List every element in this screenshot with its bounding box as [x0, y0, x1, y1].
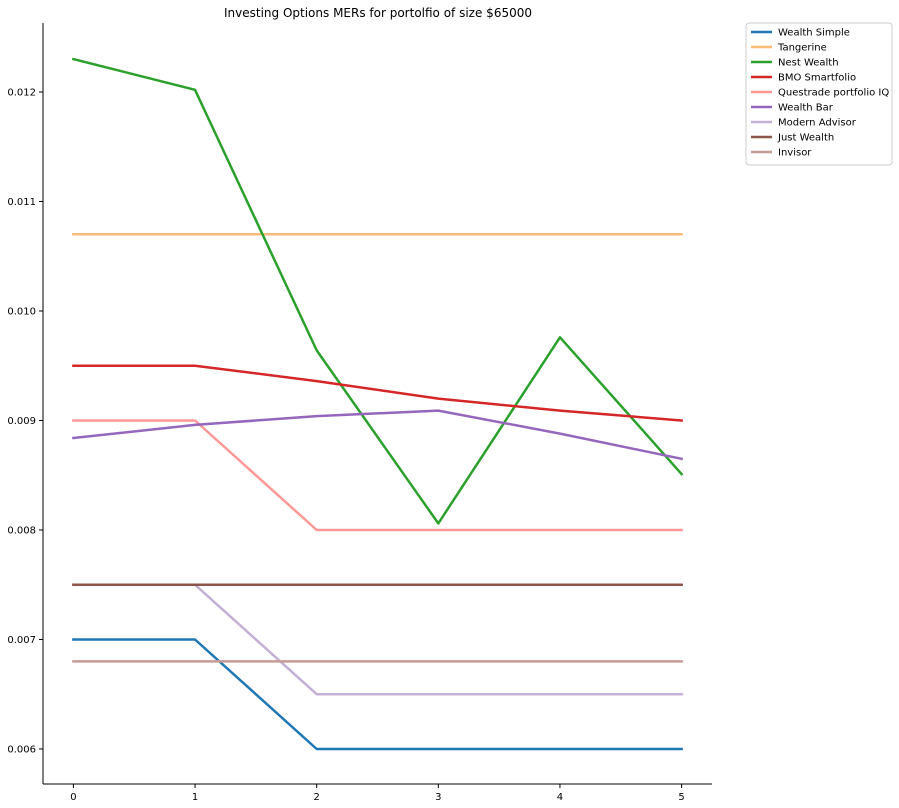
legend-label: Just Wealth — [777, 133, 834, 144]
legend-label: BMO Smartfolio — [778, 73, 856, 84]
legend-label: Wealth Simple — [778, 28, 850, 39]
series-line-wealth-simple — [72, 638, 683, 751]
legend-label: Questrade portfolio IQ — [778, 88, 889, 99]
plot-area — [71, 57, 684, 751]
y-tick-label: 0.007 — [7, 635, 36, 646]
legend-label: Nest Wealth — [778, 58, 839, 69]
series-line-bmo-smartfolio — [72, 364, 683, 422]
y-tick-label: 0.010 — [7, 306, 36, 317]
legend-box — [745, 22, 893, 166]
y-tick-label: 0.008 — [7, 525, 36, 536]
series-line-questrade-portfolio-iq — [72, 419, 683, 532]
legend-label: Modern Advisor — [778, 118, 857, 129]
x-tick-label: 4 — [557, 792, 563, 803]
x-tick-label: 2 — [313, 792, 319, 803]
series-line-nest-wealth — [71, 57, 684, 525]
chart-title: Investing Options MERs for portolfio of … — [224, 6, 532, 20]
y-tick-label: 0.012 — [7, 87, 36, 98]
legend-label: Tangerine — [777, 43, 827, 54]
x-tick-label: 1 — [192, 792, 198, 803]
legend: Wealth Simple Tangerine Nest Wealth BMO Sma… — [745, 22, 893, 166]
x-tick-label: 3 — [435, 792, 441, 803]
series-line-wealth-bar — [72, 409, 684, 461]
legend-label: Invisor — [778, 148, 812, 159]
y-tick-label: 0.006 — [7, 744, 36, 755]
x-tick-label: 0 — [70, 792, 76, 803]
y-tick-label: 0.011 — [7, 197, 36, 208]
y-tick-label: 0.009 — [7, 416, 36, 427]
legend-label: Wealth Bar — [778, 103, 834, 114]
x-tick-label: 5 — [678, 792, 684, 803]
axes: 0 1 2 3 4 5 0.006 0.007 0.008 0.009 0.010 0.011 0.01… — [7, 23, 712, 803]
